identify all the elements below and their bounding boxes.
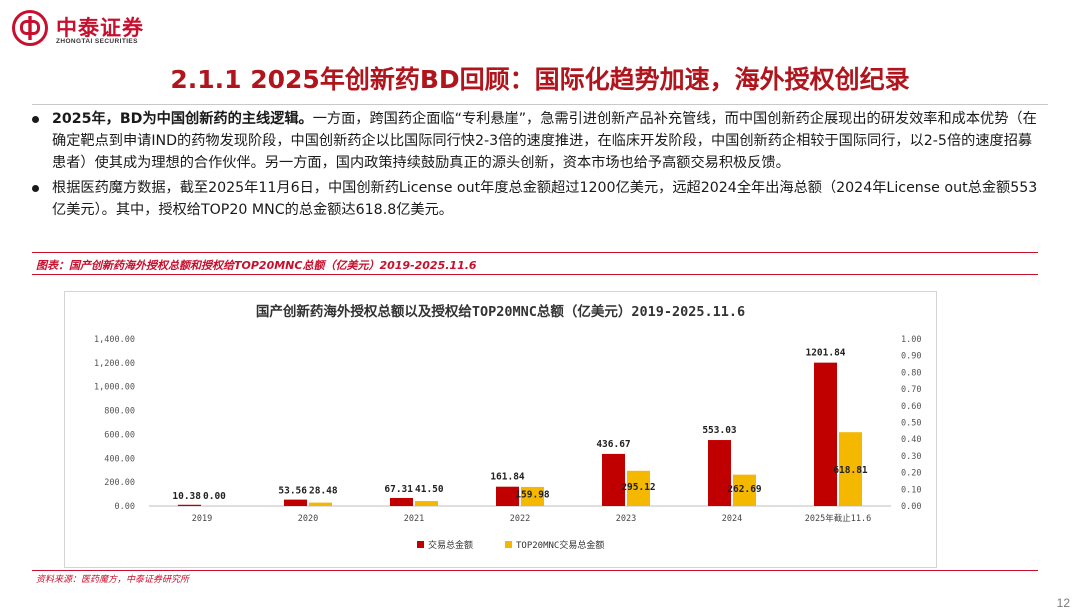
- bar-top20-mnc-deal-value: [733, 474, 756, 506]
- page-number: 12: [1056, 596, 1070, 610]
- y-axis-tick-label: 1,400.00: [94, 335, 135, 345]
- y2-axis-tick-label: 0.60: [901, 402, 921, 412]
- y2-axis-tick-label: 0.20: [901, 469, 921, 479]
- legend-label-total: 交易总金额: [428, 539, 473, 551]
- data-label-total: 436.67: [596, 439, 630, 450]
- bullet-bold-lead: 2025年，BD为中国创新药的主线逻辑。: [52, 111, 313, 127]
- bullet-text: 根据医药魔方数据，截至2025年11月6日，中国创新药License out年度…: [52, 180, 1038, 218]
- x-axis-tick-label: 2024: [722, 514, 742, 524]
- x-axis-tick-label: 2021: [404, 514, 424, 524]
- source-note: 资料来源：医药魔方，中泰证券研究所: [36, 575, 190, 585]
- x-axis-tick-label: 2025年截止11.6: [805, 513, 871, 524]
- y2-axis-tick-label: 1.00: [901, 335, 921, 345]
- y-axis-tick-label: 200.00: [104, 478, 135, 488]
- y2-axis-tick-label: 0.40: [901, 435, 921, 445]
- zhongtai-logo-icon: [12, 10, 48, 46]
- data-label-top20-mnc: 262.69: [727, 484, 762, 495]
- data-label-top20-mnc: 28.48: [309, 486, 338, 497]
- slide-title: 2.1.1 2025年创新药BD回顾：国际化趋势加速，海外授权创纪录: [170, 65, 910, 94]
- company-logo: 中泰证券 ZHONGTAI SECURITIES: [12, 10, 172, 50]
- bar-top20-mnc-deal-value: [309, 502, 332, 506]
- data-label-top20-mnc: 41.50: [415, 484, 444, 495]
- y2-axis-tick-label: 0.70: [901, 385, 921, 395]
- chart-container: 国产创新药海外授权总额以及授权给TOP20MNC总额（亿美元）2019-2025…: [64, 291, 937, 568]
- x-axis-tick-label: 2022: [510, 514, 530, 524]
- bar-total-deal-value: [602, 453, 625, 506]
- x-axis-tick-label: 2019: [192, 514, 212, 524]
- bar-chart: 国产创新药海外授权总额以及授权给TOP20MNC总额（亿美元）2019-2025…: [94, 303, 921, 551]
- figure-bottom-rule: [32, 570, 1038, 571]
- data-label-total: 53.56: [278, 486, 307, 497]
- y2-axis-tick-label: 0.30: [901, 452, 921, 462]
- bullet-item: 根据医药魔方数据，截至2025年11月6日，中国创新药License out年度…: [30, 177, 1042, 221]
- data-label-total: 553.03: [702, 425, 737, 436]
- bullet-item: 2025年，BD为中国创新药的主线逻辑。一方面，跨国药企面临“专利悬崖”，急需引…: [30, 108, 1042, 174]
- bar-top20-mnc-deal-value: [415, 501, 438, 506]
- figure-caption: 图表：国产创新药海外授权总额和授权给TOP20MNC总额（亿美元）2019-20…: [36, 259, 477, 272]
- y-axis-tick-label: 0.00: [115, 502, 135, 512]
- y-axis-tick-label: 1,200.00: [94, 359, 135, 369]
- data-label-top20-mnc: 159.98: [515, 489, 550, 500]
- logo-chinese-name: 中泰证券: [56, 16, 144, 40]
- x-axis-tick-label: 2023: [616, 514, 636, 524]
- legend-swatch-top20-mnc: [505, 541, 512, 548]
- y-axis-tick-label: 400.00: [104, 454, 135, 464]
- chart-title: 国产创新药海外授权总额以及授权给TOP20MNC总额（亿美元）2019-2025…: [256, 303, 745, 320]
- legend-label-top20-mnc: TOP20MNC交易总金额: [516, 539, 604, 551]
- x-axis-tick-label: 2020: [298, 514, 318, 524]
- logo-english-name: ZHONGTAI SECURITIES: [56, 38, 138, 45]
- figure-top-rule: [32, 252, 1038, 253]
- bar-total-deal-value: [708, 440, 731, 506]
- legend-swatch-total: [417, 541, 424, 548]
- data-label-top20-mnc: 295.12: [621, 482, 655, 493]
- y-axis-tick-label: 600.00: [104, 430, 135, 440]
- data-label-total: 67.31: [384, 484, 413, 495]
- data-label-total: 1201.84: [805, 348, 845, 359]
- bar-top20-mnc-deal-value: [521, 486, 544, 506]
- y2-axis-tick-label: 0.50: [901, 419, 921, 429]
- data-label-total: 161.84: [490, 472, 525, 483]
- y2-axis-tick-label: 0.10: [901, 485, 921, 495]
- y-axis-tick-label: 800.00: [104, 407, 135, 417]
- bar-total-deal-value: [390, 497, 413, 506]
- bar-total-deal-value: [814, 362, 837, 506]
- bar-total-deal-value: [496, 486, 519, 506]
- figure-caption-rule: [32, 274, 1038, 275]
- bar-top20-mnc-deal-value: [839, 432, 862, 506]
- y2-axis-tick-label: 0.90: [901, 352, 921, 362]
- data-label-top20-mnc: 618.81: [833, 465, 868, 476]
- bar-top20-mnc-deal-value: [627, 470, 650, 506]
- y2-axis-tick-label: 0.80: [901, 368, 921, 378]
- bullet-list: 2025年，BD为中国创新药的主线逻辑。一方面，跨国药企面临“专利悬崖”，急需引…: [30, 108, 1042, 224]
- bar-total-deal-value: [284, 499, 307, 506]
- y-axis-tick-label: 1,000.00: [94, 383, 135, 393]
- title-divider: [32, 104, 1048, 105]
- data-label-total: 10.38: [172, 491, 201, 502]
- data-label-top20-mnc: 0.00: [203, 491, 226, 502]
- bullet-text: 一方面，跨国药企面临“专利悬崖”，急需引进创新产品补充管线，而中国创新药企展现出…: [52, 111, 1037, 171]
- bar-total-deal-value: [178, 504, 201, 506]
- y2-axis-tick-label: 0.00: [901, 502, 921, 512]
